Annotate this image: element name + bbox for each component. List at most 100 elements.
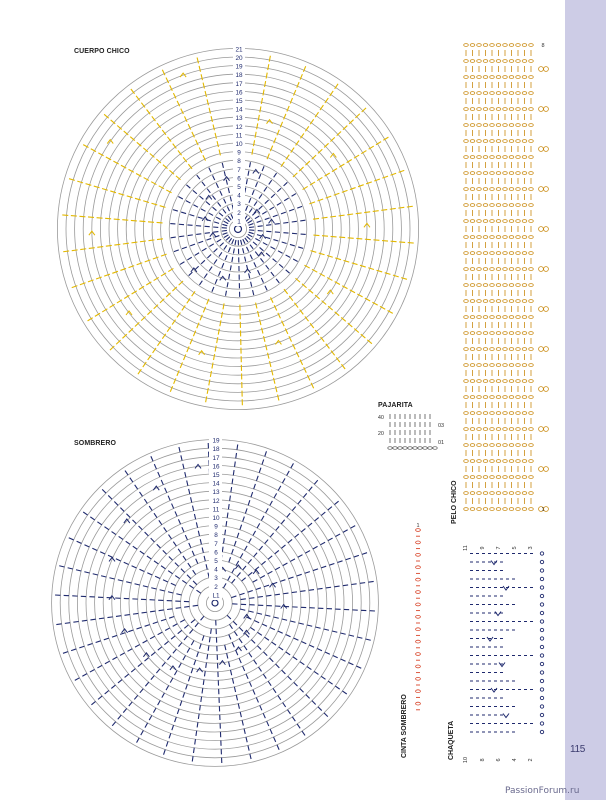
loop-mark <box>539 593 545 599</box>
stitch <box>313 670 319 675</box>
chain-stitch <box>495 283 502 287</box>
stitch <box>267 555 273 560</box>
increase-mark <box>179 72 187 78</box>
stitch <box>179 619 186 623</box>
stitch <box>325 586 332 589</box>
dark-stitch <box>264 199 269 204</box>
chain-stitch <box>502 363 508 367</box>
stitch <box>207 645 210 651</box>
chain-stitch <box>528 299 534 303</box>
chain-stitch <box>469 235 476 239</box>
stitch <box>84 571 90 574</box>
dark-stitch <box>213 231 219 233</box>
stitch <box>196 722 199 728</box>
loop-mark <box>543 426 549 432</box>
dark-stitch <box>242 238 246 244</box>
stitch <box>104 690 110 695</box>
stitch <box>327 680 333 685</box>
stitch <box>263 584 270 588</box>
stitch <box>186 574 192 579</box>
stitch <box>232 469 235 476</box>
stitch <box>119 507 125 512</box>
chain-stitch <box>489 235 495 239</box>
loop-mark <box>539 687 545 692</box>
chain-stitch <box>508 347 515 351</box>
chain-stitch <box>469 107 476 111</box>
dark-stitch <box>260 277 264 283</box>
loop-mark <box>539 704 545 709</box>
round-label: 20 <box>235 55 243 62</box>
stitch <box>238 627 244 632</box>
stitch <box>176 708 180 715</box>
stitch <box>183 624 189 629</box>
chain-stitch <box>469 267 476 271</box>
chain-stitch <box>502 107 508 111</box>
chain-stitch <box>469 379 476 383</box>
stitch <box>342 690 348 695</box>
dark-stitch <box>187 256 193 261</box>
chain-stitch <box>528 395 534 399</box>
chain-stitch <box>528 427 534 431</box>
stitch <box>238 657 242 664</box>
chain-stitch <box>482 91 489 95</box>
stitch <box>271 641 277 646</box>
chain-stitch <box>502 299 508 303</box>
chain-stitch <box>495 187 502 191</box>
stitch <box>235 695 239 701</box>
stitch <box>92 547 98 551</box>
chain-stitch <box>515 171 521 175</box>
chain-stitch <box>482 379 489 383</box>
chain-stitch <box>515 379 521 383</box>
loop-mark <box>538 186 544 192</box>
dark-stitch <box>207 254 212 259</box>
dark-stitch <box>189 243 196 247</box>
increase-mark <box>209 231 217 238</box>
chain-stitch <box>482 427 489 431</box>
dark-stitch <box>292 258 298 262</box>
stitch <box>130 668 136 673</box>
dark-stitch <box>245 246 250 252</box>
chain-stitch <box>502 267 508 271</box>
chain-stitch <box>415 602 421 607</box>
increase-mark <box>194 463 202 469</box>
stitch <box>365 638 371 641</box>
stitch <box>345 557 351 561</box>
dark-stitch <box>248 197 252 204</box>
chain-stitch <box>489 203 495 207</box>
chain-stitch <box>489 395 495 399</box>
stitch <box>359 582 366 584</box>
stitch <box>134 484 139 490</box>
stitch <box>232 620 238 626</box>
stitch <box>128 629 134 633</box>
chain-stitch <box>521 411 528 415</box>
stitch <box>226 653 229 659</box>
light-stitch <box>60 238 164 253</box>
stitch <box>119 632 126 635</box>
chain-stitch <box>463 75 469 79</box>
stitch <box>221 546 224 553</box>
stitch <box>348 662 354 666</box>
stitch <box>150 537 155 543</box>
chain-stitch <box>463 347 469 351</box>
stitch <box>280 519 286 525</box>
dark-stitch <box>291 193 297 197</box>
stitch <box>192 604 199 607</box>
chain-stitch <box>502 379 508 383</box>
chain-stitch <box>495 459 502 463</box>
chain-stitch <box>508 283 515 287</box>
stitch <box>272 688 277 694</box>
round-label: 9 <box>237 150 241 157</box>
chain-stitch <box>432 446 438 450</box>
round-label: 8 <box>214 532 218 539</box>
stitch <box>124 614 130 616</box>
chain-stitch <box>415 565 421 569</box>
round-label: 4 <box>237 193 241 200</box>
round-label: 10 <box>212 515 220 522</box>
chain-stitch <box>469 459 476 463</box>
chain-stitch <box>482 459 489 463</box>
stitch <box>282 702 287 708</box>
chain-stitch <box>521 203 528 207</box>
loop-mark <box>539 559 545 565</box>
dark-stitch <box>211 195 216 200</box>
chain-stitch <box>482 219 489 223</box>
